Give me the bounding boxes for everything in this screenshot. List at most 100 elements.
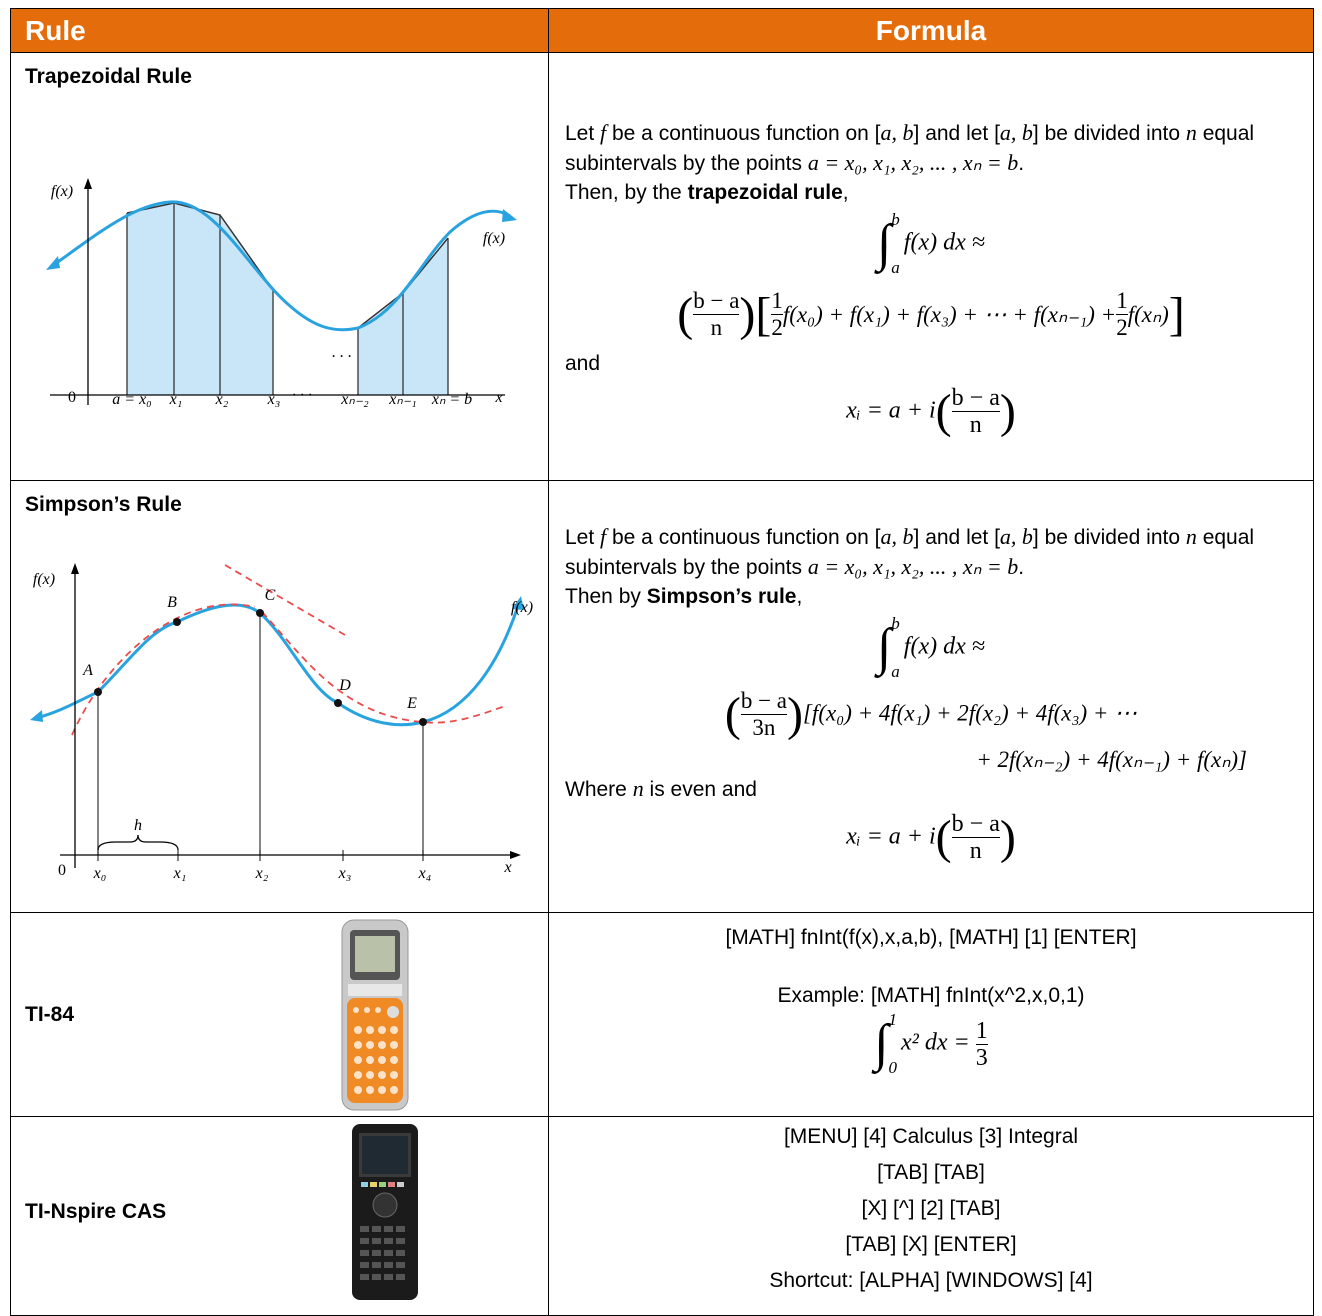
lower-limit: a: [891, 259, 900, 277]
math-text: xᵢ = a + i: [846, 397, 936, 423]
integral-sign: ∫: [877, 212, 891, 276]
integral: ∫1 0: [874, 1011, 897, 1077]
text: be a continuous function on [: [606, 526, 880, 549]
math-text: + 2f(xₙ₋₂) + 4f(xₙ₋₁) + f(xₙ)]: [976, 747, 1247, 772]
fence: (b − an): [936, 382, 1016, 442]
formula-cell: [MENU] [4] Calculus [3] Integral[TAB] [T…: [548, 1116, 1314, 1316]
text: and: [565, 352, 600, 375]
upper-limit: b: [891, 211, 900, 229]
fence-open: (: [936, 382, 952, 442]
text: ,: [843, 181, 849, 204]
emphasis: a = x₀, x₁, x₂, ... , xₙ = b: [808, 150, 1018, 175]
denominator: n: [952, 837, 1000, 864]
rule-cell: Simpson’s Rule: [10, 480, 549, 913]
math-text: f(x₀) + f(x₁) + f(x₃) + ⋯ + f(xₙ₋₁) +: [783, 300, 1116, 329]
upper-limit: 1: [889, 1011, 898, 1029]
instruction: [MATH] fnInt(f(x),x,a,b), [MATH] [1] [EN…: [565, 923, 1297, 953]
formula-cell: Let f be a continuous function on [a, b]…: [548, 480, 1314, 913]
instruction: [X] [^] [2] [TAB]: [565, 1191, 1297, 1227]
denominator: 2: [1116, 314, 1128, 341]
lower-limit: 0: [889, 1059, 898, 1077]
text: Let: [565, 122, 600, 145]
numerator: b − a: [952, 385, 1000, 411]
text: ] be divided into: [1033, 526, 1186, 549]
numerator: 1: [1116, 288, 1128, 314]
paragraph: Then, by the trapezoidal rule,: [565, 178, 1297, 207]
header-rule: Rule: [10, 8, 549, 53]
fence-open: (: [936, 808, 952, 868]
text: be a continuous function on [: [606, 122, 880, 145]
numerator: b − a: [952, 811, 1000, 837]
text: ] be divided into: [1033, 122, 1186, 145]
emphasis: a = x₀, x₁, x₂, ... , xₙ = b: [808, 554, 1018, 579]
integral-sign: ∫: [877, 616, 891, 680]
limits: ba: [891, 615, 900, 681]
text: Let: [565, 526, 600, 549]
numerator: 1: [771, 288, 783, 314]
instruction: Shortcut: [ALPHA] [WINDOWS] [4]: [565, 1263, 1297, 1299]
emphasis: n: [1186, 524, 1197, 549]
fence-open: (: [725, 685, 741, 745]
rule-cell: TI-Nspire CAS: [10, 1116, 549, 1316]
text: Then by: [565, 585, 647, 608]
text: is even and: [644, 778, 757, 801]
text: ,: [796, 585, 802, 608]
fence-close: ): [787, 685, 803, 745]
fence-close: ]: [1169, 285, 1185, 345]
math-text: f(x) dx ≈: [904, 229, 985, 255]
instruction: [MENU] [4] Calculus [3] Integral: [565, 1119, 1297, 1155]
text: .: [1018, 152, 1024, 175]
emphasis: a, b: [881, 120, 914, 145]
fence-open: [: [755, 285, 771, 345]
emphasis: trapezoidal rule: [688, 181, 843, 204]
denominator: 3: [976, 1044, 988, 1071]
numerator: b − a: [741, 688, 787, 714]
emphasis: a, b: [881, 524, 914, 549]
header-formula: Formula: [548, 8, 1314, 53]
math-text: xᵢ = a + i: [846, 823, 936, 849]
denominator: n: [952, 411, 1000, 438]
instruction: [TAB] [TAB]: [565, 1155, 1297, 1191]
rule-cell: TI-84: [10, 912, 549, 1117]
text: Where: [565, 778, 633, 801]
emphasis: Simpson’s rule: [647, 585, 797, 608]
denominator: 2: [771, 314, 783, 341]
formula-cell: Let f be a continuous function on [a, b]…: [548, 52, 1314, 481]
integral-sign: ∫: [874, 1012, 888, 1076]
text: ] and let [: [914, 122, 1000, 145]
paragraph: Let f be a continuous function on [a, b]…: [565, 118, 1297, 178]
math-line: xᵢ = a + i(b − an): [565, 808, 1297, 868]
paragraph: Where n is even and: [565, 774, 1297, 804]
denominator: 3n: [741, 714, 787, 741]
fence-open: (: [677, 285, 693, 345]
paragraph: and: [565, 349, 1297, 378]
text: ] and let [: [914, 526, 1000, 549]
math-line: + 2f(xₙ₋₂) + 4f(xₙ₋₁) + f(xₙ)]: [565, 745, 1297, 774]
numerator: 1: [976, 1018, 988, 1044]
emphasis: a, b: [1000, 524, 1033, 549]
denominator: n: [693, 314, 739, 341]
numerator: b − a: [693, 288, 739, 314]
upper-limit: b: [891, 615, 900, 633]
emphasis: a, b: [1000, 120, 1033, 145]
math-text: x² dx =: [901, 1030, 976, 1056]
emphasis: n: [633, 776, 644, 801]
paragraph: Then by Simpson’s rule,: [565, 582, 1297, 611]
lower-limit: a: [891, 663, 900, 681]
instruction: Example: [MATH] fnInt(x^2,x,0,1): [565, 981, 1297, 1011]
fence-close: ): [1000, 382, 1016, 442]
